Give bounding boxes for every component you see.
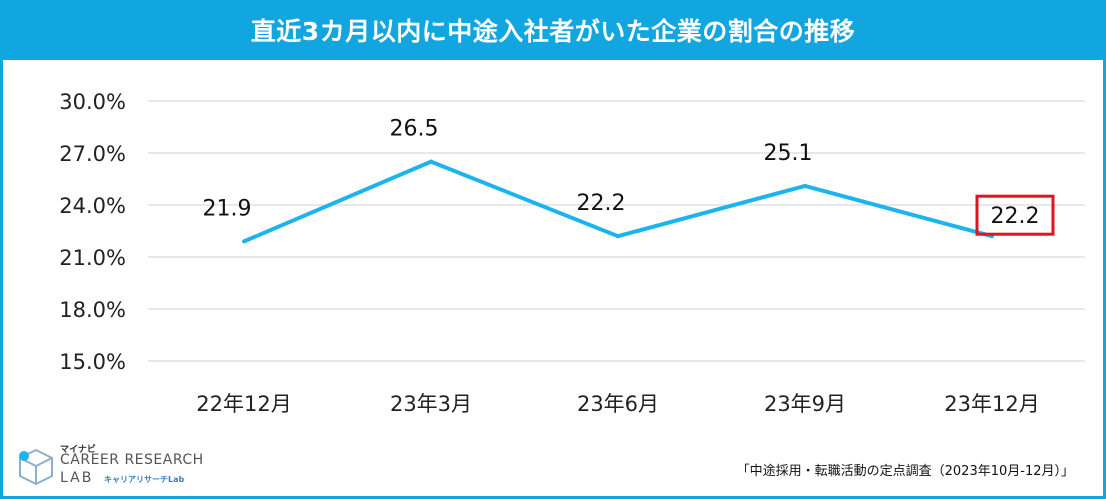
chart-title: 直近3カ月以内に中途入社者がいた企業の割合の推移 (0, 0, 1106, 60)
data-point (429, 159, 433, 164)
data-point (242, 239, 246, 244)
data-label: 22.2 (991, 204, 1040, 229)
y-tick-label: 27.0% (59, 142, 126, 166)
data-point (803, 183, 807, 188)
y-tick-label: 24.0% (59, 194, 126, 218)
x-tick-label: 23年12月 (944, 392, 1039, 416)
logo-brand: マイナビ (60, 445, 96, 455)
career-research-lab-logo: マイナビ CAREER RESEARCH LAB キャリアリサーチLab (16, 442, 216, 490)
logo-line3: キャリアリサーチLab (104, 475, 185, 484)
y-tick-label: 18.0% (59, 298, 126, 322)
y-tick-label: 30.0% (59, 90, 126, 114)
x-tick-label: 23年3月 (390, 392, 472, 416)
data-label: 25.1 (764, 141, 813, 166)
source-note: 「中途採用・転職活動の定点調査（2023年10月-12月）」 (736, 464, 1074, 479)
y-tick-label: 21.0% (59, 246, 126, 270)
data-label: 21.9 (203, 196, 252, 221)
data-point (616, 234, 620, 239)
data-label: 22.2 (577, 191, 626, 216)
data-label: 26.5 (390, 117, 439, 142)
y-tick-label: 15.0% (59, 350, 126, 374)
logo-line1: CAREER RESEARCH (60, 452, 204, 468)
logo-line2: LAB (60, 470, 94, 486)
cube-logo-icon (19, 448, 53, 486)
x-tick-label: 23年9月 (764, 392, 846, 416)
x-tick-label: 23年6月 (577, 392, 659, 416)
x-tick-label: 22年12月 (196, 392, 291, 416)
highlight-box (975, 194, 1055, 236)
line-chart: 15.0% 18.0% 21.0% 24.0% 27.0% 30.0% 22年12月 23年3… (59, 90, 1085, 416)
